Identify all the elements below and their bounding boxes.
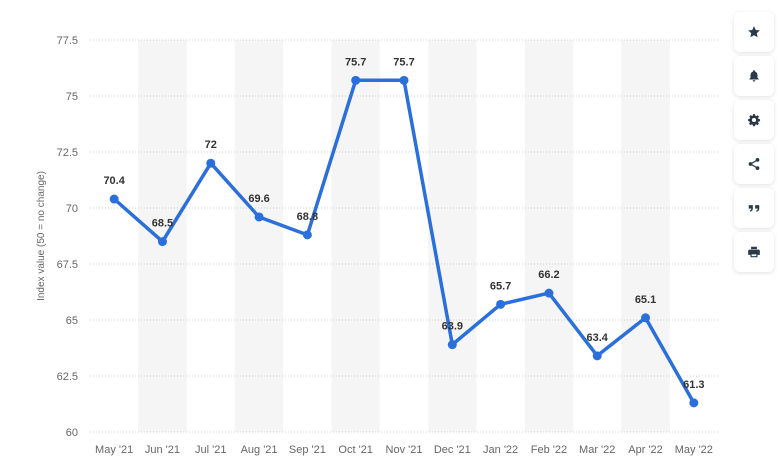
series-line [113,78,696,404]
printer-icon [748,246,760,258]
settings-button[interactable] [734,100,774,140]
x-axis-ticks: May '21 Jun '21 Jul '21 Aug '21 Sep '21 Oct '… [95,444,713,456]
data-point [496,299,506,309]
gear-icon [748,114,761,127]
x-tick-label: Jun '21 [145,444,180,456]
data-label: 72 [205,139,217,151]
quote-icon [748,205,760,212]
y-axis-ticks: 60 62.5 65 67.5 70 72.5 75 77.5 [57,35,78,439]
data-point [689,398,699,408]
bell-icon [749,70,759,82]
data-point [206,158,216,168]
x-tick-label: Apr '22 [628,444,663,456]
data-point [302,230,312,240]
column-band [138,40,187,432]
data-label: 63.9 [442,321,463,333]
data-label: 61.3 [683,379,704,391]
x-tick-label: Mar '22 [579,444,615,456]
y-tick-label: 72.5 [57,147,78,159]
x-tick-label: Nov '21 [386,444,423,456]
y-tick-label: 65 [66,315,78,327]
data-point [254,212,264,222]
data-label: 68.5 [152,218,173,230]
data-label: 70.4 [103,175,125,187]
y-tick-label: 77.5 [57,35,78,47]
star-icon [748,26,760,38]
data-label: 68.8 [297,211,318,223]
x-tick-label: Oct '21 [338,444,373,456]
share-icon [748,158,760,170]
y-tick-label: 70 [66,203,78,215]
line-chart: 60 62.5 65 67.5 70 72.5 75 77.5 Index value (50… [36,35,718,456]
data-point [109,194,119,204]
x-tick-label: Feb '22 [531,444,567,456]
data-label: 65.1 [635,294,656,306]
column-bands [138,40,670,432]
data-label: 65.7 [490,280,511,292]
data-label: 66.2 [538,269,559,281]
y-tick-label: 60 [66,427,78,439]
data-point [592,351,602,361]
data-labels: 70.4 68.5 72 69.6 68.8 75.7 75.7 63.9 65.7 66.2 63… [103,56,704,391]
x-tick-label: Aug '21 [241,444,278,456]
x-tick-label: May '21 [95,444,133,456]
y-tick-label: 62.5 [57,371,78,383]
data-point [641,313,651,323]
column-band [234,40,284,432]
column-band [524,40,574,432]
data-point [447,340,457,350]
x-tick-label: Jul '21 [195,444,226,456]
data-point [399,75,409,85]
x-tick-label: May '22 [675,444,713,456]
data-label: 75.7 [393,56,414,68]
column-band [331,40,380,432]
data-point [544,288,554,298]
favorite-button[interactable] [734,12,774,52]
chart-toolbar [734,12,774,276]
notification-button[interactable] [734,56,774,96]
x-tick-label: Dec '21 [434,444,471,456]
print-button[interactable] [734,232,774,272]
data-point [351,75,361,85]
y-axis-title: Index value (50 = no change) [36,171,47,301]
share-button[interactable] [734,144,774,184]
data-label: 63.4 [587,332,609,344]
column-band [428,40,477,432]
y-tick-label: 75 [66,91,78,103]
x-tick-label: Sep '21 [289,444,326,456]
data-label: 75.7 [345,56,366,68]
x-tick-label: Jan '22 [483,444,518,456]
cite-button[interactable] [734,188,774,228]
data-label: 69.6 [248,193,269,205]
y-tick-label: 67.5 [57,259,78,271]
data-points [109,75,699,408]
column-band [621,40,670,432]
data-point [157,237,167,247]
